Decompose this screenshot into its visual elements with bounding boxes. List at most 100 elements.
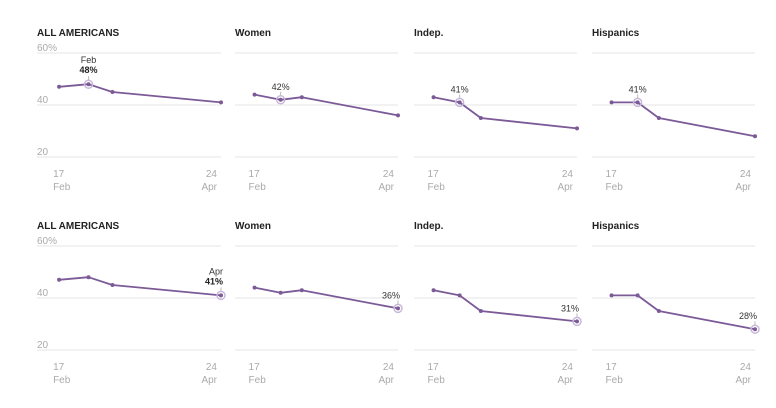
chart-panel: Women 17 Feb 24 Apr 42% (235, 28, 400, 193)
annotation-value: 48% (80, 65, 98, 75)
x-tick-label: Apr (378, 182, 394, 193)
data-point (656, 309, 661, 313)
data-point (219, 293, 223, 298)
annotation-value: 28% (739, 311, 757, 321)
data-point (110, 90, 115, 94)
annotation-value: 41% (451, 84, 469, 94)
x-tick-label: 24 (206, 169, 218, 180)
x-tick-label: Feb (249, 182, 267, 193)
panel-label: Indep. (414, 28, 444, 39)
annotation-value: 31% (561, 303, 579, 313)
data-point (110, 283, 115, 287)
data-point (86, 82, 91, 87)
x-tick-label: 24 (383, 362, 395, 373)
data-point (278, 290, 283, 295)
data-point (252, 285, 257, 290)
data-point (86, 275, 91, 280)
series-line (611, 101, 756, 138)
data-point (431, 288, 436, 293)
chart-panel: Hispanics 17 Feb 24 Apr 28% (592, 221, 760, 386)
series-line (611, 294, 756, 331)
y-tick-label: 20 (37, 147, 49, 158)
x-tick-label: 17 (53, 362, 65, 373)
series-line (433, 96, 578, 130)
annotation-value: 41% (629, 84, 647, 94)
x-tick-label: 17 (428, 362, 440, 373)
series-line (254, 93, 399, 117)
x-tick-label: Feb (249, 375, 267, 386)
data-point (635, 100, 640, 105)
x-tick-label: Feb (53, 375, 71, 386)
data-point (299, 288, 304, 293)
data-point (575, 126, 579, 131)
x-tick-label: 24 (562, 169, 574, 180)
series-line (433, 289, 578, 323)
data-point (609, 100, 614, 105)
panel-label: ALL AMERICANS (37, 221, 120, 232)
data-point (753, 327, 757, 332)
x-tick-label: 17 (428, 169, 440, 180)
data-point (57, 277, 62, 282)
y-tick-label: 60% (37, 43, 57, 54)
panel-label: Women (235, 221, 271, 232)
y-tick-label: 40 (37, 288, 49, 299)
y-tick-label: 40 (37, 95, 49, 106)
data-point (609, 293, 614, 298)
data-point (635, 293, 640, 298)
x-tick-label: Apr (557, 182, 573, 193)
annotation-label: Feb (81, 55, 97, 65)
x-tick-label: 24 (740, 362, 752, 373)
data-point (478, 309, 483, 313)
series-line (59, 83, 222, 104)
chart-panel: Hispanics 17 Feb 24 Apr 41% (592, 28, 757, 193)
annotation-label: Apr (209, 266, 223, 276)
annotation-value: 36% (382, 290, 400, 300)
x-tick-label: 24 (206, 362, 218, 373)
data-point (396, 306, 400, 311)
data-point (219, 100, 223, 105)
x-tick-label: Feb (428, 375, 446, 386)
x-tick-label: 17 (53, 169, 65, 180)
x-tick-label: Apr (201, 375, 217, 386)
x-tick-label: Feb (428, 182, 446, 193)
x-tick-label: Feb (606, 182, 624, 193)
data-point (575, 319, 579, 324)
data-point (457, 293, 462, 298)
panel-label: Hispanics (592, 221, 640, 232)
data-point (396, 113, 400, 118)
panel-label: Indep. (414, 221, 444, 232)
x-tick-label: 24 (383, 169, 395, 180)
chart-panel: Indep. 17 Feb 24 Apr 41% (414, 28, 579, 193)
chart-panel: Women 17 Feb 24 Apr 36% (235, 221, 403, 386)
x-tick-label: 17 (606, 169, 618, 180)
x-tick-label: 24 (562, 362, 574, 373)
series-line (59, 276, 222, 297)
x-tick-label: 17 (249, 169, 261, 180)
x-tick-label: 24 (740, 169, 752, 180)
chart-panel: Indep. 17 Feb 24 Apr 31% (414, 221, 582, 386)
x-tick-label: Apr (378, 375, 394, 386)
x-tick-label: 17 (249, 362, 261, 373)
data-point (299, 95, 304, 100)
x-tick-label: Apr (735, 375, 751, 386)
data-point (252, 92, 257, 97)
x-tick-label: Feb (53, 182, 71, 193)
data-point (478, 116, 483, 120)
x-tick-label: Apr (557, 375, 573, 386)
y-tick-label: 60% (37, 236, 57, 247)
data-point (57, 84, 62, 89)
x-tick-label: Apr (735, 182, 751, 193)
data-point (656, 116, 661, 120)
panel-label: ALL AMERICANS (37, 28, 120, 39)
x-tick-label: 17 (606, 362, 618, 373)
annotation-value: 41% (205, 276, 223, 286)
data-point (753, 134, 757, 139)
data-point (431, 95, 436, 100)
panel-label: Hispanics (592, 28, 640, 39)
x-tick-label: Feb (606, 375, 624, 386)
y-tick-label: 20 (37, 340, 49, 351)
annotation-value: 42% (272, 82, 290, 92)
data-point (278, 97, 283, 102)
